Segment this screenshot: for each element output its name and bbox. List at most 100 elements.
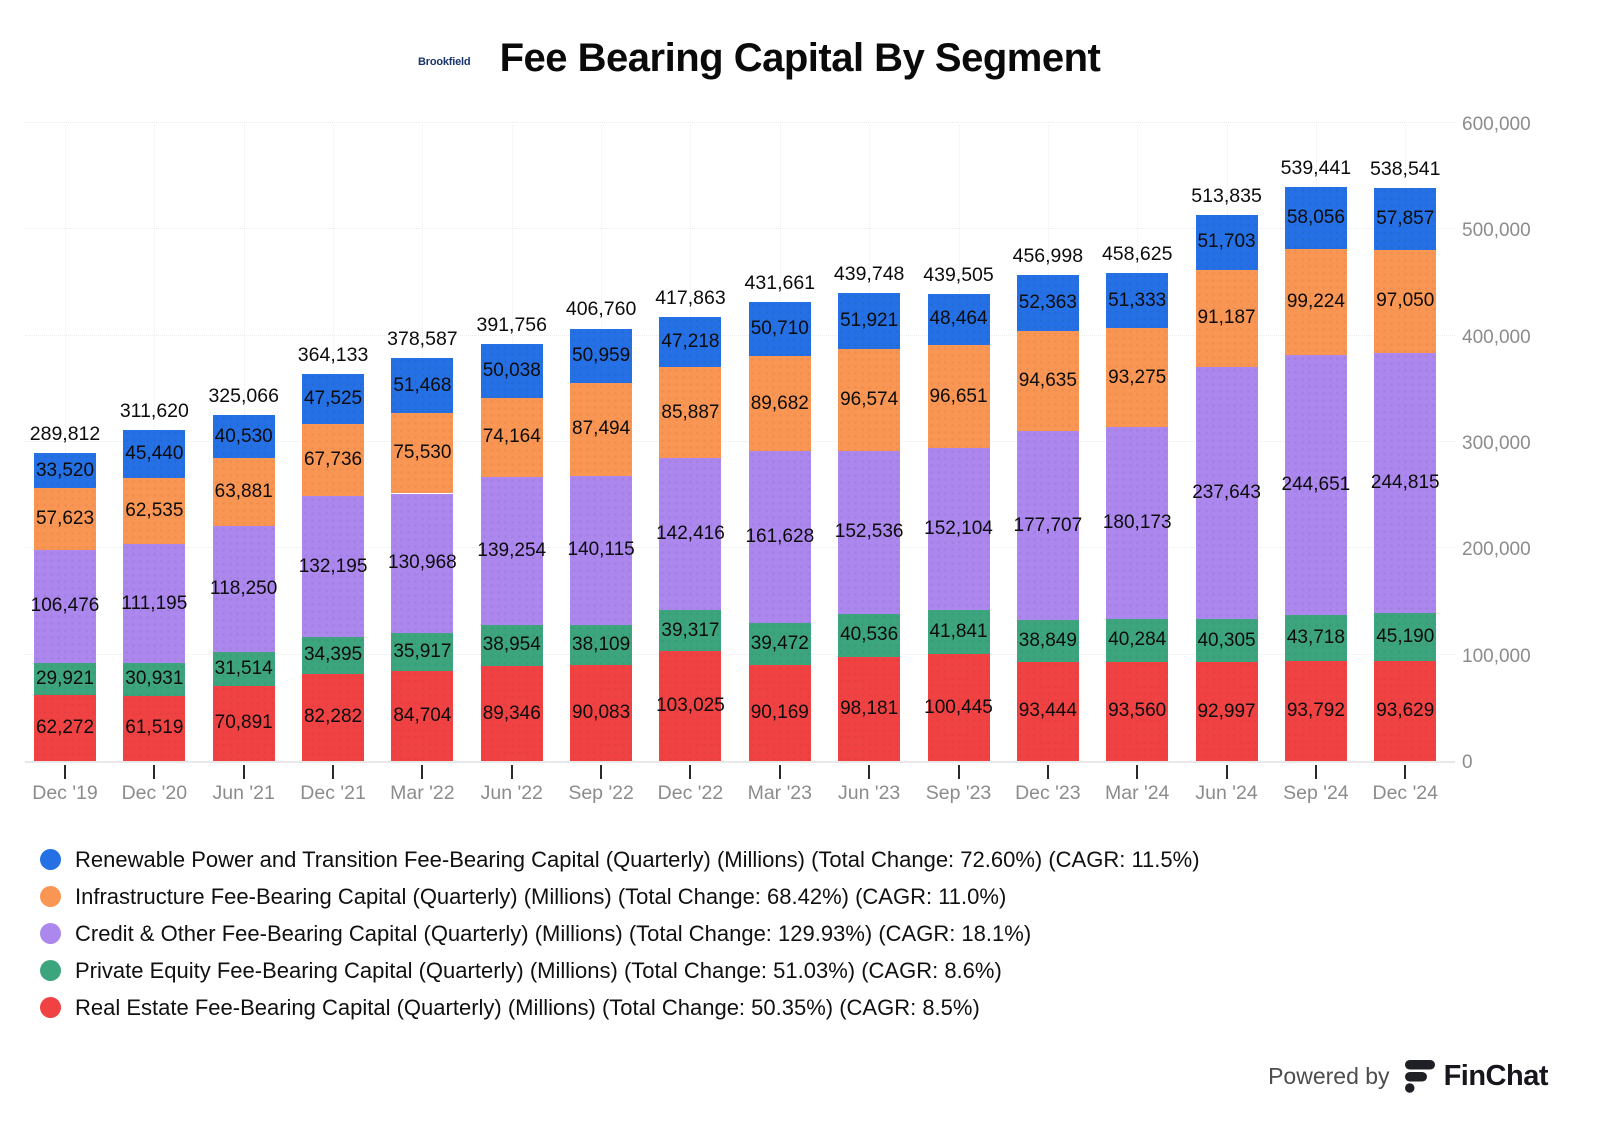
bar-segment-real-estate[interactable] — [1016, 661, 1079, 761]
bar-segment-private-equity[interactable] — [1284, 614, 1347, 662]
bar-segment-renewable-power-transition[interactable] — [748, 302, 811, 356]
segment-value-label: 39,472 — [750, 633, 809, 655]
segment-value-label: 51,333 — [1108, 289, 1167, 311]
bar-segment-real-estate[interactable] — [1284, 661, 1347, 761]
bar-segment-private-equity[interactable] — [838, 613, 901, 657]
bar-segment-renewable-power-transition[interactable] — [1195, 214, 1258, 270]
bar-segment-infrastructure[interactable] — [212, 458, 275, 527]
bar-segment-credit-other[interactable] — [1195, 366, 1258, 620]
bar-segment-private-equity[interactable] — [927, 609, 990, 655]
bar-segment-private-equity[interactable] — [1374, 613, 1437, 662]
legend-dot-real-estate — [40, 997, 61, 1018]
bar-segment-credit-other[interactable] — [123, 544, 186, 663]
bar-segment-renewable-power-transition[interactable] — [212, 415, 275, 459]
bar-segment-real-estate[interactable] — [391, 670, 454, 761]
bar-segment-private-equity[interactable] — [748, 623, 811, 666]
bar-segment-credit-other[interactable] — [570, 475, 633, 625]
bar-segment-real-estate[interactable] — [34, 694, 96, 761]
bar-segment-real-estate[interactable] — [480, 666, 543, 761]
bar-segment-renewable-power-transition[interactable] — [34, 452, 96, 489]
bar-segment-infrastructure[interactable] — [123, 477, 186, 545]
bar-segment-infrastructure[interactable] — [34, 488, 96, 550]
segment-value-label: 51,703 — [1197, 231, 1256, 253]
bar-segment-credit-other[interactable] — [927, 447, 990, 610]
bar-segment-infrastructure[interactable] — [659, 366, 722, 459]
bar-segment-infrastructure[interactable] — [927, 345, 990, 448]
bar-segment-renewable-power-transition[interactable] — [302, 373, 365, 425]
bar-segment-renewable-power-transition[interactable] — [1284, 187, 1347, 250]
bar-segment-credit-other[interactable] — [838, 451, 901, 614]
bar-segment-renewable-power-transition[interactable] — [1374, 188, 1437, 250]
legend-item-private-equity[interactable]: Private Equity Fee-Bearing Capital (Quar… — [40, 952, 1200, 989]
bar-segment-real-estate[interactable] — [927, 654, 990, 761]
bar-segment-renewable-power-transition[interactable] — [391, 358, 454, 414]
bar-segment-credit-other[interactable] — [1016, 431, 1079, 621]
bar-segment-infrastructure[interactable] — [1106, 327, 1169, 428]
bar-segment-renewable-power-transition[interactable] — [1106, 273, 1169, 328]
bar-segment-credit-other[interactable] — [659, 458, 722, 610]
bar-segment-infrastructure[interactable] — [391, 413, 454, 494]
bar-segment-real-estate[interactable] — [570, 665, 633, 761]
bar-segment-real-estate[interactable] — [212, 685, 275, 761]
segment-value-label: 161,628 — [745, 526, 815, 548]
bar-segment-credit-other[interactable] — [391, 493, 454, 633]
bar-segment-infrastructure[interactable] — [1016, 330, 1079, 432]
bar-segment-infrastructure[interactable] — [748, 355, 811, 452]
bar-segment-private-equity[interactable] — [480, 624, 543, 666]
bar-segment-infrastructure[interactable] — [1374, 249, 1437, 354]
bar-segment-credit-other[interactable] — [302, 496, 365, 637]
bar-segment-renewable-power-transition[interactable] — [480, 344, 543, 398]
bar-segment-infrastructure[interactable] — [480, 397, 543, 477]
segment-value-label: 51,468 — [393, 374, 452, 396]
legend-item-real-estate[interactable]: Real Estate Fee-Bearing Capital (Quarter… — [40, 989, 1200, 1026]
bar-segment-private-equity[interactable] — [212, 652, 275, 686]
segment-value-label: 93,560 — [1108, 700, 1167, 722]
segment-value-label: 58,056 — [1286, 207, 1345, 229]
bar-segment-real-estate[interactable] — [659, 651, 722, 761]
bar-segment-renewable-power-transition[interactable] — [123, 429, 186, 478]
bar-segment-real-estate[interactable] — [748, 665, 811, 761]
bar-segment-private-equity[interactable] — [123, 662, 186, 696]
bar-segment-infrastructure[interactable] — [1195, 269, 1258, 367]
bar-segment-private-equity[interactable] — [391, 632, 454, 671]
bar-segment-private-equity[interactable] — [659, 609, 722, 652]
bar-segment-credit-other[interactable] — [34, 549, 96, 663]
bar-segment-renewable-power-transition[interactable] — [659, 316, 722, 367]
bar-segment-private-equity[interactable] — [34, 662, 96, 695]
segment-value-label: 152,536 — [834, 521, 904, 543]
bar-segment-private-equity[interactable] — [1016, 620, 1079, 662]
legend-item-credit-other[interactable]: Credit & Other Fee-Bearing Capital (Quar… — [40, 915, 1200, 952]
segment-value-label: 89,346 — [482, 702, 541, 724]
bar-segment-real-estate[interactable] — [1106, 661, 1169, 761]
x-axis-tick — [868, 765, 871, 779]
bar-segment-infrastructure[interactable] — [838, 348, 901, 452]
bar-segment-credit-other[interactable] — [212, 526, 275, 653]
bar-segment-renewable-power-transition[interactable] — [570, 328, 633, 383]
bar-segment-private-equity[interactable] — [1195, 619, 1258, 663]
bar-segment-private-equity[interactable] — [302, 636, 365, 674]
bar-segment-credit-other[interactable] — [1106, 427, 1169, 619]
bar-segment-credit-other[interactable] — [1284, 354, 1347, 615]
bar-segment-private-equity[interactable] — [570, 624, 633, 666]
bar-segment-real-estate[interactable] — [123, 695, 186, 761]
segment-value-label: 41,841 — [929, 620, 988, 642]
gridline-horizontal — [25, 122, 1455, 123]
bar-segment-infrastructure[interactable] — [570, 382, 633, 476]
bar-segment-real-estate[interactable] — [838, 656, 901, 761]
bar-segment-infrastructure[interactable] — [302, 424, 365, 497]
legend-item-renewable-power-transition[interactable]: Renewable Power and Transition Fee-Beari… — [40, 841, 1200, 878]
segment-value-label: 45,440 — [125, 442, 184, 464]
bar-segment-private-equity[interactable] — [1106, 618, 1169, 662]
bar-segment-infrastructure[interactable] — [1284, 249, 1347, 355]
bar-segment-real-estate[interactable] — [302, 673, 365, 761]
bar-segment-credit-other[interactable] — [480, 476, 543, 625]
bar-segment-renewable-power-transition[interactable] — [927, 293, 990, 346]
bar-segment-real-estate[interactable] — [1374, 661, 1437, 761]
bar-segment-renewable-power-transition[interactable] — [1016, 275, 1079, 331]
legend-item-infrastructure[interactable]: Infrastructure Fee-Bearing Capital (Quar… — [40, 878, 1200, 915]
bar-segment-credit-other[interactable] — [1374, 353, 1437, 614]
bar-segment-renewable-power-transition[interactable] — [838, 293, 901, 349]
bar-segment-real-estate[interactable] — [1195, 662, 1258, 761]
bar-segment-credit-other[interactable] — [748, 451, 811, 624]
x-axis-tick — [153, 765, 156, 779]
